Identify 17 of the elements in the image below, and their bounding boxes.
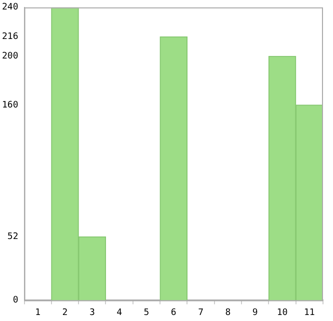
x-tick-label: 9 [252,308,258,318]
y-tick-label: 0 [12,296,18,306]
x-tick-label: 4 [116,308,122,318]
y-tick-label: 200 [2,52,18,62]
y-tick-label: 52 [7,232,18,242]
x-tick-label: 8 [225,308,231,318]
x-tick-label: 11 [304,308,315,318]
x-tick-label: 6 [170,308,176,318]
x-tick-label: 3 [89,308,95,318]
x-tick-label: 2 [62,308,68,318]
x-tick-label: 7 [198,308,204,318]
y-tick-label: 216 [2,32,18,42]
x-tick-label: 10 [276,308,288,318]
x-tick-label: 5 [144,308,150,318]
x-tick-label: 1 [35,308,41,318]
y-tick-label: 160 [2,100,18,110]
y-tick-label: 240 [2,2,18,13]
